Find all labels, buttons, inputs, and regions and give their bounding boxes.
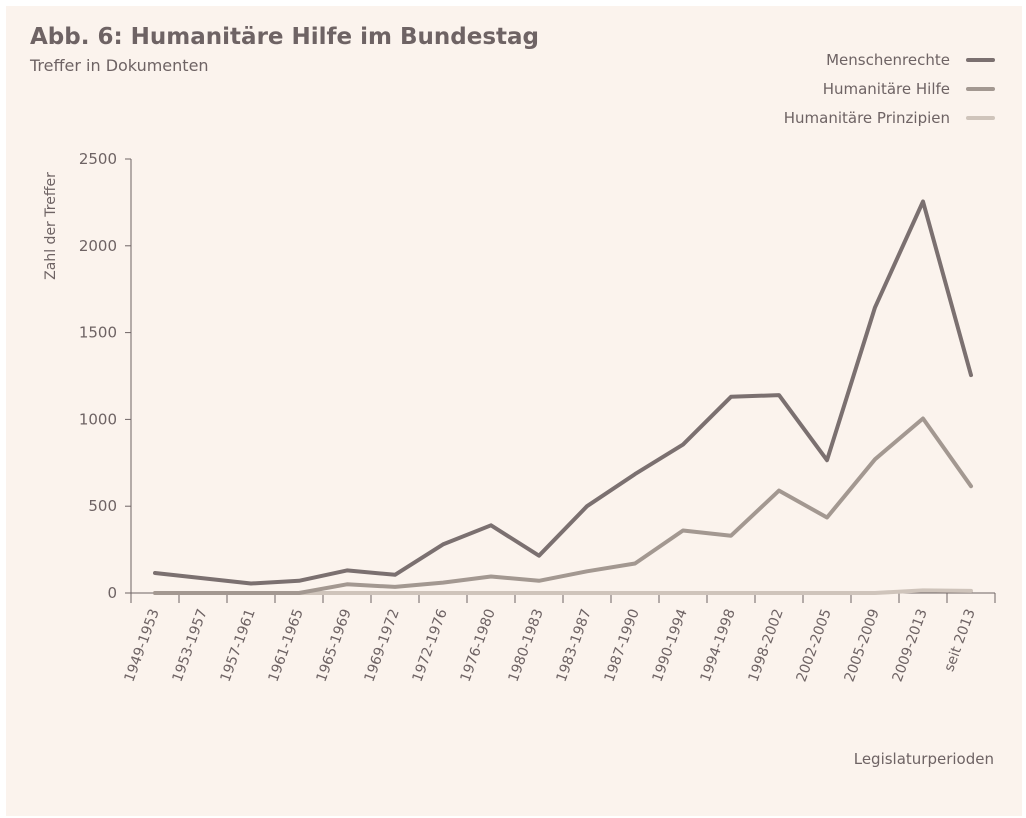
legend-label: Humanitäre Prinzipien — [784, 109, 950, 127]
y-tick-label: 1500 — [79, 324, 117, 342]
x-tick-label: 1983-1987 — [554, 607, 595, 684]
x-tick-label: 1972-1976 — [410, 607, 451, 684]
x-tick-label: 1994-1998 — [698, 607, 739, 684]
y-axis: 0 500 1000 1500 2000 2500 — [79, 150, 132, 602]
y-tick-label: 1000 — [79, 410, 117, 428]
x-tick-label: 1949-1953 — [122, 607, 163, 684]
y-tick-label: 500 — [88, 497, 117, 515]
y-tick-label: 2000 — [79, 237, 117, 255]
x-tick-label: 1965-1969 — [314, 607, 355, 684]
x-tick-label: 1980-1983 — [506, 607, 547, 684]
x-axis: 1949-1953 1953-1957 1957-1961 1961-1965 1965… — [122, 592, 996, 684]
series-lines — [153, 199, 973, 595]
series-line — [153, 416, 973, 595]
x-tick-label: 1998-2002 — [746, 607, 787, 684]
chart-panel — [6, 6, 1022, 816]
x-tick-label: 1957-1961 — [218, 607, 259, 684]
x-tick-label: 2002-2005 — [794, 607, 835, 684]
series-line — [153, 199, 973, 586]
x-tick-label: 1987-1990 — [602, 607, 643, 684]
x-tick-label: 1961-1965 — [266, 607, 307, 684]
y-tick-label: 2500 — [79, 150, 117, 168]
x-tick-label: 1969-1972 — [362, 607, 403, 684]
legend: Menschenrechte Humanitäre Hilfe Humanitäre… — [784, 51, 995, 127]
x-tick-label: 2005-2009 — [842, 607, 883, 684]
x-tick-label: 1953-1957 — [170, 607, 211, 684]
legend-label: Humanitäre Hilfe — [823, 80, 950, 98]
x-tick-label: 1976-1980 — [458, 607, 499, 684]
chart-subtitle: Treffer in Dokumenten — [30, 56, 209, 75]
x-tick-label: seit 2013 — [941, 607, 978, 674]
y-axis-label: Zahl der Treffer — [43, 172, 59, 280]
legend-label: Menschenrechte — [826, 51, 950, 69]
x-axis-label: Legislaturperioden — [854, 750, 994, 768]
chart-title: Abb. 6: Humanitäre Hilfe im Bundestag — [30, 24, 540, 50]
x-tick-label: 2009-2013 — [890, 607, 931, 684]
x-tick-label: 1990-1994 — [650, 607, 691, 684]
y-tick-label: 0 — [107, 584, 117, 602]
